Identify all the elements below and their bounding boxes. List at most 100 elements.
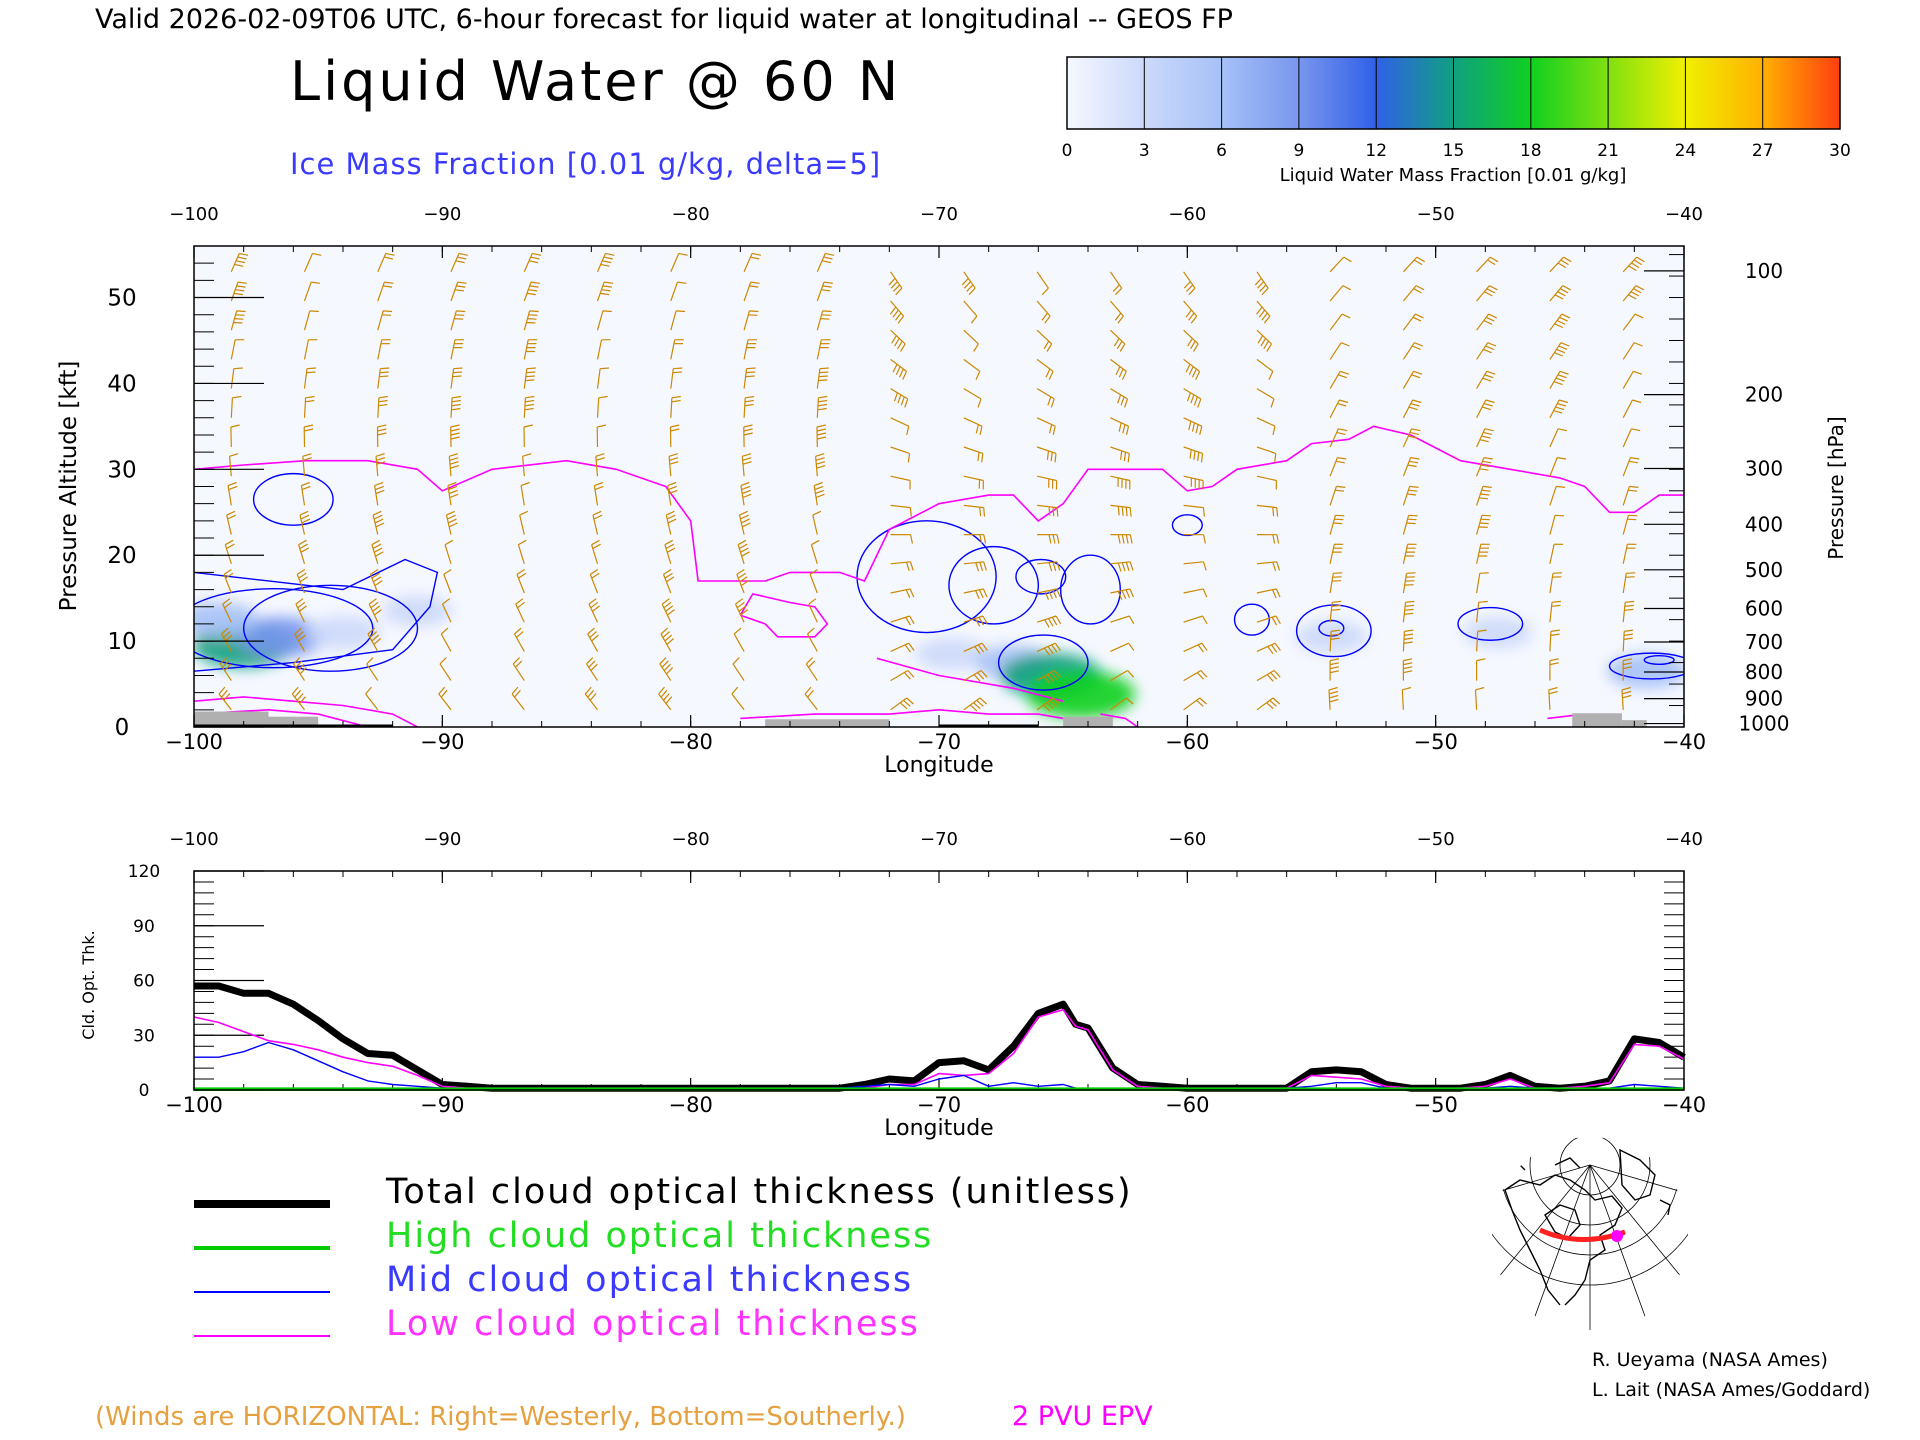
pressure-tick-label: 900 bbox=[1745, 687, 1783, 711]
main-title: Liquid Water @ 60 N bbox=[290, 50, 901, 113]
wind-barb bbox=[1476, 658, 1486, 681]
credit-ueyama: R. Ueyama (NASA Ames) bbox=[1592, 1349, 1828, 1371]
wind-barb bbox=[1110, 358, 1127, 380]
pressure-tick-label: 600 bbox=[1745, 596, 1783, 620]
wind-barb bbox=[513, 627, 525, 652]
wind-barb bbox=[440, 627, 452, 652]
wind-barb bbox=[584, 686, 598, 711]
bottom-top-x-tick-label: −70 bbox=[920, 829, 958, 850]
top-x-tick-label: −70 bbox=[920, 204, 958, 225]
wind-barb bbox=[816, 424, 827, 448]
wind-barb bbox=[1329, 285, 1352, 302]
epv-contour bbox=[194, 425, 1684, 582]
wind-barb bbox=[1329, 658, 1340, 681]
wind-barb bbox=[377, 395, 388, 418]
wind-barb bbox=[963, 615, 988, 627]
colorbar-tick-label: 6 bbox=[1216, 141, 1227, 161]
wind-barb bbox=[1622, 658, 1633, 681]
bottom-y-tick-label: 120 bbox=[128, 862, 160, 882]
ice-contour bbox=[252, 472, 334, 526]
colorbar-tick-label: 15 bbox=[1443, 141, 1465, 161]
wind-barb bbox=[371, 539, 384, 564]
wind-barb bbox=[1183, 388, 1202, 408]
wind-barb bbox=[519, 510, 529, 535]
wind-barb bbox=[1329, 485, 1346, 506]
wind-barb bbox=[1328, 686, 1339, 710]
wind-barb bbox=[593, 481, 604, 506]
wind-barb bbox=[595, 453, 605, 477]
wind-barb bbox=[1183, 697, 1207, 711]
wind-barb bbox=[220, 627, 233, 652]
wind-barb bbox=[1183, 534, 1206, 544]
wind-barb bbox=[1256, 588, 1281, 599]
bottom-ylabel: Cld. Opt. Thk. bbox=[79, 930, 98, 1039]
wind-barb bbox=[1183, 417, 1203, 436]
wind-barb bbox=[226, 510, 237, 535]
wind-barb bbox=[1622, 543, 1637, 564]
legend: Total cloud optical thickness (unitless)… bbox=[194, 1172, 1131, 1344]
wind-barb bbox=[1183, 504, 1205, 517]
credit-lait: L. Lait (NASA Ames/Goddard) bbox=[1592, 1379, 1870, 1401]
wind-barb bbox=[1622, 457, 1640, 477]
wind-barb bbox=[1183, 669, 1208, 682]
wind-barb bbox=[374, 481, 385, 506]
wind-barb bbox=[1109, 271, 1123, 296]
wind-barb bbox=[963, 300, 978, 324]
bottom-top-x-tick-label: −90 bbox=[423, 829, 461, 850]
wind-barb bbox=[218, 686, 232, 711]
bottom-x-tick-label: −100 bbox=[165, 1093, 223, 1117]
wind-barb bbox=[230, 252, 249, 273]
wind-barb bbox=[1109, 300, 1124, 324]
pressure-tick-label: 800 bbox=[1745, 660, 1783, 684]
wind-barb bbox=[659, 657, 674, 681]
wind-barb bbox=[731, 686, 745, 711]
wind-barb bbox=[1549, 658, 1559, 681]
bottom-y-tick-label: 0 bbox=[139, 1081, 150, 1101]
wind-barb bbox=[1622, 399, 1642, 419]
wind-barb bbox=[1110, 388, 1129, 408]
top-xlabel: Longitude bbox=[884, 753, 993, 778]
wind-barb bbox=[450, 367, 463, 389]
wind-barb bbox=[447, 481, 459, 506]
wind-barb bbox=[810, 539, 820, 564]
wind-barb bbox=[670, 395, 681, 418]
wind-barb bbox=[1036, 615, 1062, 628]
bottom-top-x-tick-label: −80 bbox=[672, 829, 710, 850]
wind-barb bbox=[1474, 686, 1485, 710]
wind-barb bbox=[1476, 256, 1499, 273]
wind-barb bbox=[669, 424, 680, 448]
wind-barb bbox=[450, 339, 465, 360]
epv-contour bbox=[1100, 713, 1139, 727]
colorbar: 0 3 6 9 12 15 18 21 24 27 30 Liquid Water Mass Fra… bbox=[1062, 56, 1851, 186]
wind-barb bbox=[1549, 399, 1568, 419]
ice-contour bbox=[1643, 655, 1675, 665]
wind-barb bbox=[1329, 572, 1343, 594]
bottom-top-x-tick-label: −100 bbox=[169, 829, 218, 850]
wind-barb bbox=[1402, 256, 1426, 273]
wind-barb bbox=[1622, 370, 1642, 389]
optical-thickness-panel: −100 −100 −90 −90 −80 −80 −70 −70 −60 −60 −50 −50 −4… bbox=[79, 829, 1706, 1141]
colorbar-tick-label: 24 bbox=[1675, 141, 1697, 161]
top-y2label: Pressure [hPa] bbox=[1824, 416, 1848, 559]
wind-barb bbox=[1476, 399, 1495, 419]
y-tick-label: 0 bbox=[115, 715, 130, 741]
legend-mid-label: Mid cloud optical thickness bbox=[386, 1260, 913, 1300]
wind-barb bbox=[294, 627, 306, 652]
wind-barb bbox=[809, 568, 818, 594]
wind-barb bbox=[450, 252, 468, 273]
wind-barb bbox=[662, 568, 675, 594]
wind-barb bbox=[230, 339, 245, 360]
wind-barb bbox=[302, 453, 312, 477]
wind-barb bbox=[523, 424, 533, 448]
wind-barb bbox=[816, 339, 831, 360]
wind-barbs bbox=[218, 252, 1645, 712]
pressure-tick-label: 100 bbox=[1745, 259, 1783, 283]
ice-mass-subtitle: Ice Mass Fraction [0.01 g/kg, delta=5] bbox=[290, 147, 881, 181]
bottom-x-tick-label: −90 bbox=[420, 1093, 464, 1117]
wind-barb bbox=[596, 310, 612, 331]
wind-barb bbox=[230, 281, 247, 302]
wind-barb bbox=[1329, 543, 1344, 564]
wind-barb bbox=[1549, 572, 1563, 594]
legend-high-label: High cloud optical thickness bbox=[386, 1216, 933, 1256]
wind-barb bbox=[1110, 588, 1135, 600]
